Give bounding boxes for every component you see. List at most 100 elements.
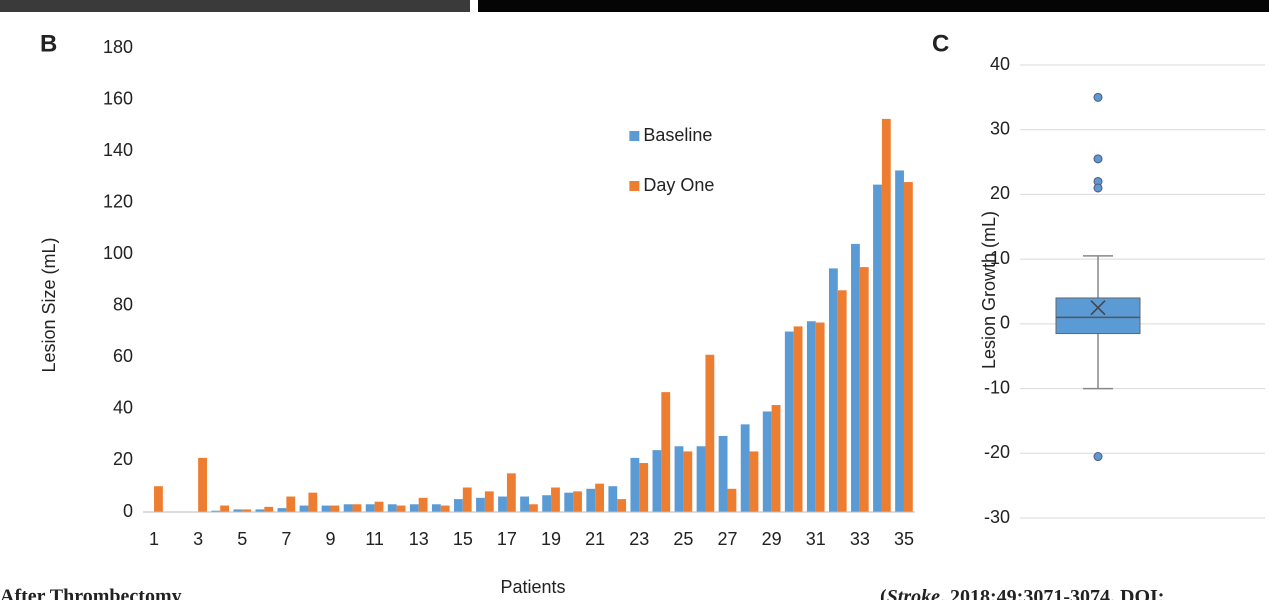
bar xyxy=(771,405,781,512)
bar xyxy=(520,496,529,512)
panel-label: B xyxy=(40,30,57,57)
bar xyxy=(674,446,684,512)
x-tick-label: 23 xyxy=(629,529,649,549)
bar xyxy=(573,491,582,512)
bar xyxy=(806,321,816,512)
citation: (Stroke. 2018;49:3071-3074. DOI: xyxy=(880,586,1164,600)
bar xyxy=(321,505,331,512)
bar xyxy=(873,184,882,512)
bar xyxy=(454,499,463,512)
x-tick-label: 21 xyxy=(585,529,605,549)
y-tick-label: 180 xyxy=(103,37,133,57)
bar xyxy=(529,504,538,512)
caption: After Thrombectomy xyxy=(0,586,182,600)
bar xyxy=(211,510,221,512)
bar xyxy=(299,505,309,512)
x-tick-label: 31 xyxy=(806,529,826,549)
y-tick-label: 120 xyxy=(103,191,133,211)
y-tick-label: -30 xyxy=(984,507,1010,527)
box xyxy=(1055,297,1141,335)
bar xyxy=(639,463,649,512)
x-tick-label: 13 xyxy=(409,529,429,549)
legend-label: Baseline xyxy=(643,125,712,145)
x-tick-label: 17 xyxy=(497,529,517,549)
bar xyxy=(895,170,904,512)
x-tick-label: 1 xyxy=(149,529,159,549)
y-tick-label: -20 xyxy=(984,442,1010,462)
image-strip xyxy=(0,0,470,12)
legend-swatch xyxy=(629,131,640,141)
bar xyxy=(551,487,560,512)
bar xyxy=(859,267,869,512)
bar xyxy=(815,322,825,512)
y-tick-label: 80 xyxy=(113,295,133,315)
bar xyxy=(476,497,485,512)
bar xyxy=(242,509,252,512)
bar xyxy=(793,326,803,512)
panel-label: C xyxy=(932,30,949,57)
bar xyxy=(409,504,419,512)
y-axis-title: Lesion Size (mL) xyxy=(39,237,59,372)
citation-part: ( xyxy=(880,586,887,600)
y-tick-label: 0 xyxy=(123,501,133,521)
y-tick-label: -10 xyxy=(984,377,1010,397)
bar xyxy=(630,457,640,512)
bar xyxy=(506,473,516,512)
x-tick-label: 33 xyxy=(850,529,870,549)
bar xyxy=(154,486,163,512)
y-tick-label: 40 xyxy=(113,398,133,418)
bar xyxy=(696,446,706,512)
bar xyxy=(608,486,618,512)
bar xyxy=(431,504,441,512)
y-tick-label: 100 xyxy=(103,243,133,263)
bar xyxy=(586,488,596,512)
bar xyxy=(718,435,728,512)
bar xyxy=(683,451,693,512)
mean-marker xyxy=(1090,300,1106,316)
outlier xyxy=(1093,154,1103,164)
bar xyxy=(542,495,552,512)
y-tick-label: 20 xyxy=(113,449,133,469)
bar xyxy=(233,509,243,512)
bar xyxy=(418,497,428,512)
outlier xyxy=(1093,92,1103,102)
bar xyxy=(617,499,627,512)
image-strip xyxy=(478,0,1269,12)
bar xyxy=(851,243,860,512)
bar xyxy=(396,505,406,512)
citation-part: . 2018;49:3071-3074. DOI: xyxy=(940,586,1164,600)
y-tick-label: 20 xyxy=(990,183,1010,203)
x-tick-label: 19 xyxy=(541,529,561,549)
y-tick-label: 140 xyxy=(103,140,133,160)
bar xyxy=(277,508,287,512)
bar xyxy=(255,509,265,512)
bar xyxy=(220,505,230,512)
bar xyxy=(498,496,507,512)
bar xyxy=(652,450,662,512)
bar xyxy=(330,505,340,512)
bar xyxy=(387,504,397,512)
x-tick-label: 7 xyxy=(281,529,291,549)
bar xyxy=(564,492,574,512)
x-tick-label: 11 xyxy=(365,529,384,549)
bar xyxy=(837,290,847,512)
legend-swatch xyxy=(629,181,640,191)
x-tick-label: 9 xyxy=(325,529,335,549)
bar xyxy=(661,392,671,512)
bar xyxy=(903,182,913,513)
bar xyxy=(881,118,891,512)
x-tick-label: 35 xyxy=(894,529,914,549)
bar xyxy=(484,491,494,512)
x-tick-label: 27 xyxy=(717,529,737,549)
x-axis-title: Patients xyxy=(500,577,565,597)
y-tick-label: 40 xyxy=(990,54,1010,74)
x-tick-label: 29 xyxy=(762,529,782,549)
y-tick-label: 0 xyxy=(1000,313,1010,333)
y-axis-title: Lesion Growth (mL) xyxy=(979,211,999,369)
bar xyxy=(595,483,604,512)
bar xyxy=(308,492,318,512)
x-tick-label: 15 xyxy=(453,529,473,549)
bar xyxy=(352,504,362,512)
